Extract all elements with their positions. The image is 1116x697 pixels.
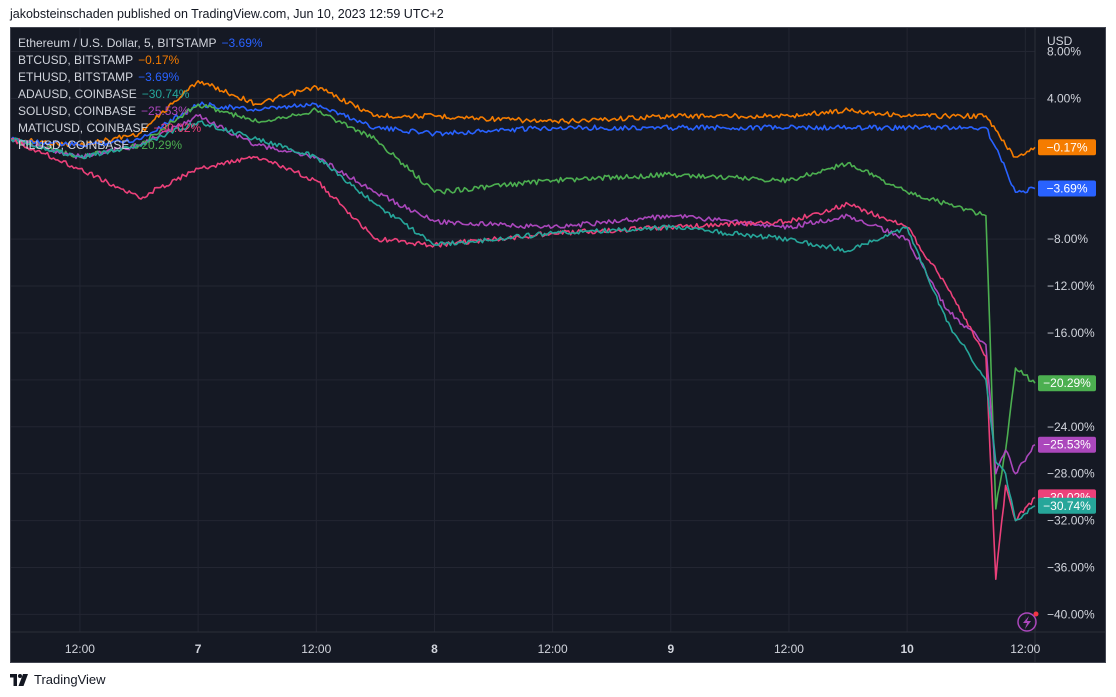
legend-value: −30.74% [141, 87, 190, 101]
footer-brand: TradingView [34, 672, 106, 687]
x-tick-label: 12:00 [301, 642, 331, 656]
price-tag-label: −20.29% [1043, 376, 1091, 390]
x-tick-label: 12:00 [774, 642, 804, 656]
chart-legend: Ethereum / U.S. Dollar, 5, BITSTAMP −3.69… [18, 35, 263, 154]
price-tag: −30.74% [1038, 497, 1096, 514]
y-tick-label: −32.00% [1047, 514, 1095, 528]
legend-label: MATICUSD, COINBASE [18, 121, 149, 135]
x-tick-label: 8 [431, 642, 438, 656]
price-tag: −20.29% [1038, 375, 1096, 392]
tradingview-logo-icon [10, 673, 28, 686]
price-tag: −3.69% [1038, 180, 1096, 197]
legend-value: −30.02% [153, 121, 202, 135]
series-line [11, 113, 1036, 475]
x-tick-label: 12:00 [538, 642, 568, 656]
footer: TradingView [10, 672, 106, 687]
x-tick-label: 10 [900, 642, 914, 656]
publisher-attribution: jakobsteinschaden published on TradingVi… [10, 7, 444, 21]
legend-value: −0.17% [138, 53, 180, 67]
legend-label: FILUSD, COINBASE [18, 138, 130, 152]
series-line [11, 120, 1036, 522]
y-tick-label: −24.00% [1047, 420, 1095, 434]
legend-value: −20.29% [134, 138, 183, 152]
y-tick-label: −28.00% [1047, 467, 1095, 481]
y-tick-label: −36.00% [1047, 560, 1095, 574]
legend-value: −3.69% [138, 70, 180, 84]
price-tag-label: −30.74% [1043, 499, 1091, 513]
price-axis-unit: USD [1047, 34, 1073, 48]
y-tick-label: −8.00% [1047, 232, 1088, 246]
series-line [11, 101, 1036, 194]
legend-value: −25.53% [141, 104, 189, 118]
legend-entry[interactable]: ETHUSD, BITSTAMP −3.69% [18, 69, 263, 86]
legend-label: Ethereum / U.S. Dollar, 5, BITSTAMP [18, 36, 217, 50]
legend-entry[interactable]: BTCUSD, BITSTAMP −0.17% [18, 52, 263, 69]
legend-entry[interactable]: SOLUSD, COINBASE −25.53% [18, 103, 263, 120]
y-tick-label: 8.00% [1047, 44, 1081, 58]
price-chart[interactable]: 8.00%4.00%−8.00%−12.00%−16.00%−20.00%−24… [11, 28, 1105, 662]
price-tag-label: −25.53% [1043, 438, 1091, 452]
y-tick-label: −40.00% [1047, 607, 1095, 621]
price-tag: −25.53% [1038, 436, 1096, 453]
lightning-icon[interactable] [1017, 611, 1039, 632]
legend-label: BTCUSD, BITSTAMP [18, 53, 134, 67]
y-tick-label: 4.00% [1047, 91, 1081, 105]
x-tick-label: 7 [195, 642, 202, 656]
legend-value: −3.69% [221, 36, 263, 50]
price-tag-label: −0.17% [1046, 140, 1087, 154]
legend-entry[interactable]: MATICUSD, COINBASE −30.02% [18, 120, 263, 137]
chart-background [11, 28, 1105, 662]
chart-panel[interactable]: 8.00%4.00%−8.00%−12.00%−16.00%−20.00%−24… [10, 27, 1106, 663]
series-line [11, 80, 1036, 158]
legend-label: ETHUSD, BITSTAMP [18, 70, 134, 84]
price-tag: −0.17% [1038, 139, 1096, 156]
legend-label: ADAUSD, COINBASE [18, 87, 137, 101]
x-tick-label: 12:00 [65, 642, 95, 656]
x-tick-label: 9 [667, 642, 674, 656]
legend-entry[interactable]: Ethereum / U.S. Dollar, 5, BITSTAMP −3.69… [18, 35, 263, 52]
legend-label: SOLUSD, COINBASE [18, 104, 137, 118]
series-line [11, 103, 1036, 510]
legend-entry[interactable]: FILUSD, COINBASE −20.29% [18, 137, 263, 154]
x-tick-label: 12:00 [1010, 642, 1040, 656]
price-tag-label: −3.69% [1046, 182, 1087, 196]
y-tick-label: −12.00% [1047, 279, 1095, 293]
y-tick-label: −16.00% [1047, 326, 1095, 340]
legend-entry[interactable]: ADAUSD, COINBASE −30.74% [18, 86, 263, 103]
